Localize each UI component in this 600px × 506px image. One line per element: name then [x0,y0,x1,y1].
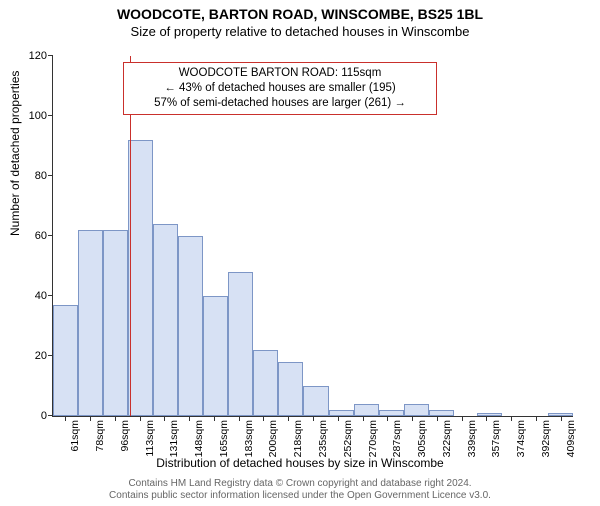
histogram-bar [253,350,278,416]
y-tick-mark [48,175,53,176]
x-tick-label: 322sqm [441,416,453,457]
y-tick-mark [48,355,53,356]
y-tick-label: 120 [17,50,53,62]
x-tick-label: 305sqm [416,416,428,457]
x-tick-mark [412,416,413,421]
y-tick-label: 20 [17,350,53,362]
histogram-bar [103,230,128,416]
x-tick-mark [164,416,165,421]
y-tick-mark [48,55,53,56]
histogram-bar [53,305,78,416]
x-tick-label: 252sqm [342,416,354,457]
x-tick-mark [462,416,463,421]
page-subtitle: Size of property relative to detached ho… [0,24,600,39]
y-tick-label: 60 [17,230,53,242]
y-tick-mark [48,115,53,116]
x-tick-mark [90,416,91,421]
x-axis-label: Distribution of detached houses by size … [0,456,600,470]
x-tick-mark [338,416,339,421]
y-tick-mark [48,295,53,296]
histogram-plot: 02040608010012061sqm78sqm96sqm113sqm131s… [52,56,573,417]
histogram-bar [404,404,429,416]
y-tick-label: 100 [17,110,53,122]
footer-line-1: Contains HM Land Registry data © Crown c… [0,478,600,490]
footer-line-2: Contains public sector information licen… [0,490,600,502]
callout-line: 57% of semi-detached houses are larger (… [130,96,430,111]
x-tick-label: 96sqm [119,416,131,452]
x-tick-label: 339sqm [466,416,478,457]
x-tick-label: 357sqm [490,416,502,457]
x-tick-mark [214,416,215,421]
callout-line: ← 43% of detached houses are smaller (19… [130,81,430,96]
x-tick-label: 374sqm [515,416,527,457]
x-tick-label: 287sqm [391,416,403,457]
y-tick-mark [48,235,53,236]
y-tick-label: 80 [17,170,53,182]
x-tick-mark [363,416,364,421]
callout-box: WOODCOTE BARTON ROAD: 115sqm← 43% of det… [123,62,437,115]
histogram-bar [278,362,303,416]
x-tick-mark [511,416,512,421]
callout-line: WOODCOTE BARTON ROAD: 115sqm [130,66,430,81]
x-tick-label: 131sqm [168,416,180,457]
histogram-bar [354,404,379,416]
histogram-bar [178,236,203,416]
x-tick-mark [437,416,438,421]
x-tick-label: 148sqm [193,416,205,457]
x-tick-label: 78sqm [94,416,106,452]
histogram-bar [203,296,228,416]
x-tick-mark [239,416,240,421]
x-tick-mark [65,416,66,421]
x-tick-mark [189,416,190,421]
x-tick-label: 113sqm [144,416,156,457]
histogram-bar [303,386,328,416]
x-tick-label: 409sqm [565,416,577,457]
x-tick-mark [288,416,289,421]
histogram-bar [128,140,153,416]
x-tick-mark [115,416,116,421]
x-tick-label: 392sqm [540,416,552,457]
x-tick-mark [263,416,264,421]
x-tick-label: 183sqm [243,416,255,457]
x-tick-label: 165sqm [218,416,230,457]
x-tick-mark [536,416,537,421]
footer-attribution: Contains HM Land Registry data © Crown c… [0,478,600,502]
histogram-bar [228,272,253,416]
y-tick-mark [48,415,53,416]
x-tick-label: 235sqm [317,416,329,457]
x-tick-mark [140,416,141,421]
histogram-bar [78,230,103,416]
x-tick-label: 218sqm [292,416,304,457]
x-tick-mark [486,416,487,421]
histogram-bar [153,224,178,416]
x-tick-label: 61sqm [69,416,81,452]
y-tick-label: 0 [17,410,53,422]
x-tick-mark [313,416,314,421]
page-title: WOODCOTE, BARTON ROAD, WINSCOMBE, BS25 1… [0,6,600,22]
y-tick-label: 40 [17,290,53,302]
x-tick-mark [387,416,388,421]
x-tick-label: 200sqm [267,416,279,457]
y-axis-label: Number of detached properties [8,71,22,236]
x-tick-mark [561,416,562,421]
x-tick-label: 270sqm [367,416,379,457]
